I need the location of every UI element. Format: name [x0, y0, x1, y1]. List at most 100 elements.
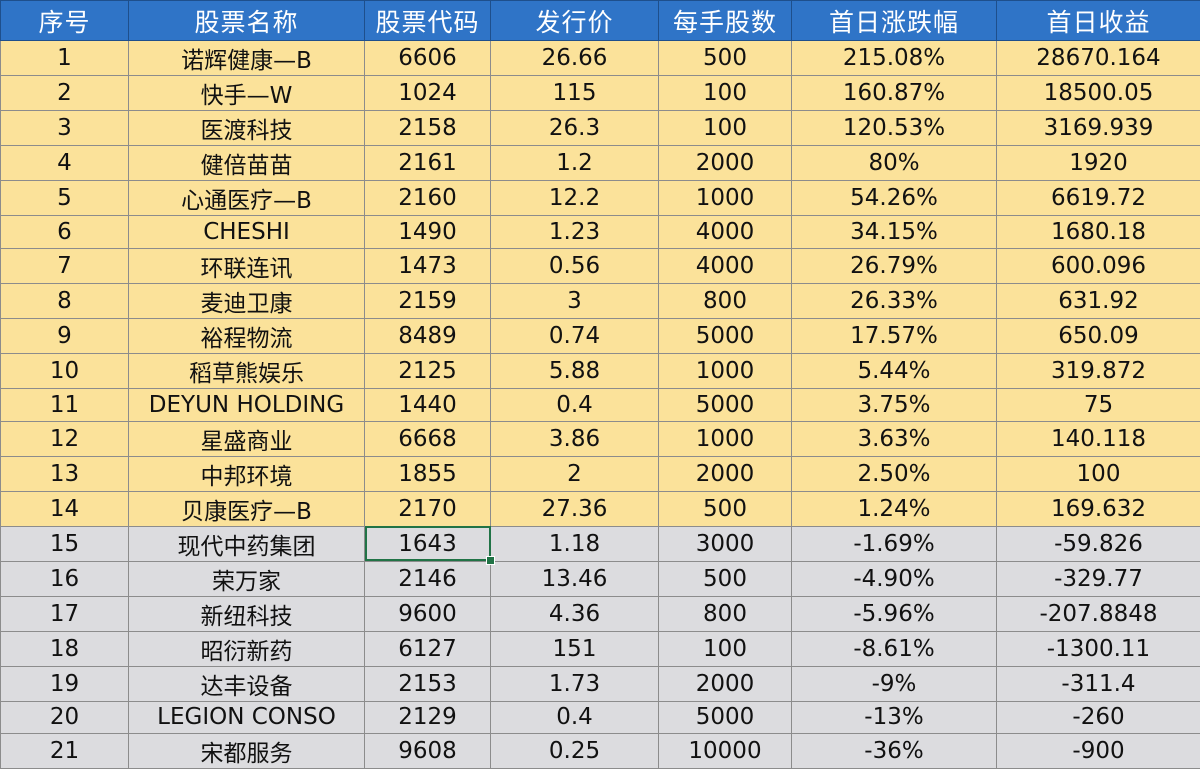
cell-issue-price[interactable]: 0.56 [491, 248, 659, 283]
cell-index[interactable]: 12 [1, 421, 129, 456]
cell-first-day-gain[interactable]: 3169.939 [997, 111, 1200, 146]
cell-issue-price[interactable]: 4.36 [491, 596, 659, 631]
cell-stock-name[interactable]: 荣万家 [129, 561, 365, 596]
cell-stock-code[interactable]: 6606 [365, 41, 491, 76]
cell-first-day-change[interactable]: 2.50% [792, 456, 997, 491]
cell-stock-code[interactable]: 8489 [365, 318, 491, 353]
cell-issue-price[interactable]: 3.86 [491, 421, 659, 456]
cell-issue-price[interactable]: 26.66 [491, 41, 659, 76]
cell-stock-code[interactable]: 2160 [365, 181, 491, 216]
cell-issue-price[interactable]: 115 [491, 76, 659, 111]
cell-index[interactable]: 8 [1, 283, 129, 318]
cell-stock-code[interactable]: 2153 [365, 666, 491, 701]
cell-index[interactable]: 1 [1, 41, 129, 76]
cell-index[interactable]: 19 [1, 666, 129, 701]
cell-index[interactable]: 7 [1, 248, 129, 283]
cell-stock-code[interactable]: 1855 [365, 456, 491, 491]
cell-issue-price[interactable]: 0.4 [491, 701, 659, 734]
cell-stock-name[interactable]: 昭衍新药 [129, 631, 365, 666]
cell-stock-code[interactable]: 6127 [365, 631, 491, 666]
fill-handle[interactable] [486, 556, 495, 565]
cell-lot-size[interactable]: 800 [659, 596, 792, 631]
cell-issue-price[interactable]: 1.18 [491, 526, 659, 561]
cell-issue-price[interactable]: 0.74 [491, 318, 659, 353]
cell-first-day-change[interactable]: 3.75% [792, 388, 997, 421]
cell-issue-price[interactable]: 1.2 [491, 146, 659, 181]
cell-first-day-change[interactable]: -8.61% [792, 631, 997, 666]
cell-index[interactable]: 5 [1, 181, 129, 216]
column-header-first-day-gain[interactable]: 首日收益 [997, 1, 1200, 41]
cell-first-day-gain[interactable]: 319.872 [997, 353, 1200, 388]
cell-lot-size[interactable]: 1000 [659, 181, 792, 216]
cell-stock-code[interactable]: 9600 [365, 596, 491, 631]
cell-stock-name[interactable]: 诺辉健康—B [129, 41, 365, 76]
cell-first-day-change[interactable]: 80% [792, 146, 997, 181]
cell-first-day-gain[interactable]: -900 [997, 734, 1200, 769]
column-header-stock-code[interactable]: 股票代码 [365, 1, 491, 41]
cell-lot-size[interactable]: 4000 [659, 216, 792, 249]
cell-first-day-change[interactable]: -13% [792, 701, 997, 734]
cell-stock-name[interactable]: 新纽科技 [129, 596, 365, 631]
cell-first-day-gain[interactable]: -207.8848 [997, 596, 1200, 631]
cell-first-day-change[interactable]: 26.33% [792, 283, 997, 318]
cell-first-day-change[interactable]: 3.63% [792, 421, 997, 456]
cell-stock-code[interactable]: 1473 [365, 248, 491, 283]
cell-first-day-gain[interactable]: 1920 [997, 146, 1200, 181]
cell-issue-price[interactable]: 27.36 [491, 491, 659, 526]
cell-first-day-change[interactable]: 215.08% [792, 41, 997, 76]
cell-stock-code[interactable]: 9608 [365, 734, 491, 769]
cell-first-day-change[interactable]: 17.57% [792, 318, 997, 353]
cell-lot-size[interactable]: 500 [659, 41, 792, 76]
cell-stock-name[interactable]: 快手—W [129, 76, 365, 111]
cell-index[interactable]: 9 [1, 318, 129, 353]
cell-issue-price[interactable]: 3 [491, 283, 659, 318]
cell-stock-name[interactable]: 星盛商业 [129, 421, 365, 456]
cell-stock-name[interactable]: 现代中药集团 [129, 526, 365, 561]
cell-first-day-gain[interactable]: -59.826 [997, 526, 1200, 561]
cell-first-day-change[interactable]: -4.90% [792, 561, 997, 596]
cell-issue-price[interactable]: 0.4 [491, 388, 659, 421]
cell-lot-size[interactable]: 2000 [659, 456, 792, 491]
cell-first-day-change[interactable]: -5.96% [792, 596, 997, 631]
cell-first-day-change[interactable]: -36% [792, 734, 997, 769]
cell-lot-size[interactable]: 1000 [659, 421, 792, 456]
cell-stock-code[interactable]: 1024 [365, 76, 491, 111]
cell-lot-size[interactable]: 100 [659, 631, 792, 666]
cell-stock-code[interactable]: 2170 [365, 491, 491, 526]
cell-index[interactable]: 2 [1, 76, 129, 111]
cell-stock-code[interactable]: 2158 [365, 111, 491, 146]
cell-lot-size[interactable]: 5000 [659, 701, 792, 734]
cell-index[interactable]: 17 [1, 596, 129, 631]
cell-first-day-change[interactable]: 34.15% [792, 216, 997, 249]
cell-first-day-gain[interactable]: 631.92 [997, 283, 1200, 318]
cell-first-day-gain[interactable]: -311.4 [997, 666, 1200, 701]
cell-index[interactable]: 11 [1, 388, 129, 421]
cell-first-day-gain[interactable]: 600.096 [997, 248, 1200, 283]
cell-stock-code[interactable]: 1490 [365, 216, 491, 249]
cell-index[interactable]: 14 [1, 491, 129, 526]
cell-stock-name[interactable]: 医渡科技 [129, 111, 365, 146]
cell-stock-code[interactable]: 2161 [365, 146, 491, 181]
cell-first-day-gain[interactable]: 140.118 [997, 421, 1200, 456]
cell-stock-name[interactable]: 麦迪卫康 [129, 283, 365, 318]
cell-issue-price[interactable]: 12.2 [491, 181, 659, 216]
cell-stock-name[interactable]: 裕程物流 [129, 318, 365, 353]
cell-first-day-change[interactable]: 160.87% [792, 76, 997, 111]
cell-first-day-gain[interactable]: 169.632 [997, 491, 1200, 526]
cell-index[interactable]: 15 [1, 526, 129, 561]
cell-stock-code[interactable]: 1440 [365, 388, 491, 421]
cell-issue-price[interactable]: 151 [491, 631, 659, 666]
cell-first-day-change[interactable]: 1.24% [792, 491, 997, 526]
cell-stock-name[interactable]: 健倍苗苗 [129, 146, 365, 181]
cell-first-day-change[interactable]: -1.69% [792, 526, 997, 561]
cell-first-day-gain[interactable]: 6619.72 [997, 181, 1200, 216]
cell-index[interactable]: 21 [1, 734, 129, 769]
cell-stock-code[interactable]: 6668 [365, 421, 491, 456]
cell-first-day-gain[interactable]: 18500.05 [997, 76, 1200, 111]
cell-issue-price[interactable]: 26.3 [491, 111, 659, 146]
cell-stock-name[interactable]: 宋都服务 [129, 734, 365, 769]
cell-first-day-gain[interactable]: 75 [997, 388, 1200, 421]
cell-issue-price[interactable]: 1.23 [491, 216, 659, 249]
cell-first-day-change[interactable]: 5.44% [792, 353, 997, 388]
cell-lot-size[interactable]: 800 [659, 283, 792, 318]
